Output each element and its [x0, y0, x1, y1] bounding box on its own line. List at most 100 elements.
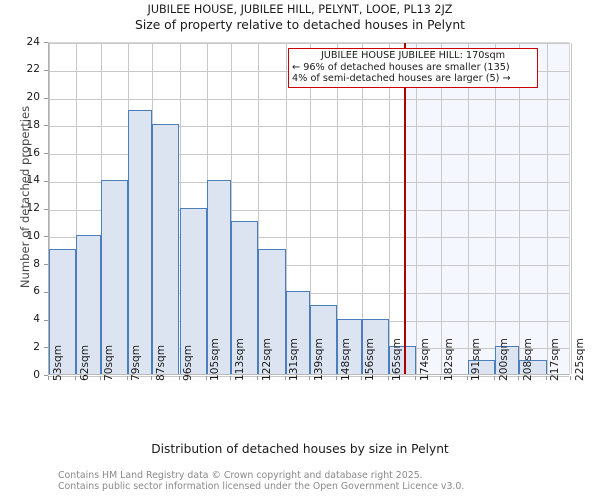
histogram-bar: [519, 360, 547, 374]
x-axis-tick-label: 53sqm: [51, 344, 64, 381]
x-axis-tick-label: 217sqm: [549, 338, 562, 381]
y-axis-tick-label: 22: [26, 63, 40, 76]
y-axis-tick-label: 14: [26, 174, 40, 187]
gridline-horizontal: [49, 181, 569, 183]
y-axis-tick-mark: [44, 236, 48, 238]
property-annotation-callout: JUBILEE HOUSE JUBILEE HILL: 170sqm ← 96%…: [288, 48, 538, 88]
gridline-vertical: [416, 43, 418, 374]
histogram-bar: [495, 346, 520, 374]
y-axis-tick-mark: [44, 264, 48, 265]
x-axis-tick-mark: [48, 376, 49, 380]
x-axis-title: Distribution of detached houses by size …: [151, 442, 449, 456]
gridline-horizontal: [49, 237, 569, 239]
x-axis-tick-mark: [230, 376, 232, 380]
y-axis-tick-label: 20: [26, 91, 40, 103]
gridline-horizontal: [49, 154, 569, 155]
x-axis-tick-mark: [415, 376, 417, 380]
annotation-larger-line: 4% of semi-detached houses are larger (5…: [292, 73, 511, 85]
x-axis-tick-mark: [570, 376, 571, 380]
x-axis-tick-mark: [151, 376, 153, 380]
footer-line-1: Contains HM Land Registry data © Crown c…: [58, 470, 423, 481]
y-axis-tick-label: 24: [26, 35, 40, 48]
y-axis-tick-mark: [44, 180, 48, 182]
x-axis-tick-mark: [99, 376, 101, 380]
histogram-bar: [100, 179, 128, 374]
x-axis-tick-label: 70sqm: [103, 344, 116, 381]
gridline-vertical: [519, 43, 521, 374]
x-axis-tick-label: 139sqm: [312, 338, 325, 381]
gridline-vertical: [76, 43, 78, 374]
gridline-horizontal: [49, 43, 569, 44]
y-axis-tick-label: 4: [33, 313, 40, 325]
x-axis-tick-label: 200sqm: [497, 338, 510, 381]
x-axis-tick-label: 148sqm: [339, 338, 352, 381]
x-axis-tick-label: 96sqm: [182, 344, 194, 381]
histogram-bar: [76, 235, 101, 374]
x-axis-tick-label: 208sqm: [521, 338, 534, 381]
x-axis-tick-mark: [545, 376, 547, 380]
gridline-vertical: [361, 43, 363, 374]
gridline-vertical: [467, 43, 469, 374]
x-axis-tick-mark: [494, 376, 496, 380]
y-axis-tick-mark: [44, 319, 48, 321]
gridline-vertical: [546, 43, 548, 374]
gridline-vertical: [571, 43, 572, 374]
x-axis-tick-mark: [75, 376, 77, 380]
y-axis-tick-label: 12: [26, 202, 40, 214]
larger-than-property-shading: [404, 43, 569, 374]
x-axis-tick-mark: [336, 376, 338, 380]
histogram-bar: [258, 249, 286, 374]
x-axis-tick-label: 113sqm: [233, 338, 246, 381]
y-axis-tick-label: 6: [33, 285, 40, 298]
x-axis-tick-mark: [205, 376, 207, 380]
gridline-vertical: [310, 43, 311, 374]
x-axis-tick-label: 182sqm: [443, 338, 455, 381]
x-axis-tick-mark: [439, 376, 441, 380]
plot-inner: [49, 43, 572, 377]
x-axis-tick-mark: [126, 376, 128, 380]
gridline-vertical: [258, 43, 260, 374]
x-axis-tick-label: 156sqm: [364, 338, 377, 381]
y-axis-tick-mark: [44, 97, 48, 99]
y-axis-tick-mark: [44, 42, 48, 43]
x-axis-tick-label: 174sqm: [418, 338, 431, 381]
histogram-bar: [179, 207, 207, 374]
y-axis-tick-mark: [44, 375, 48, 376]
histogram-bar: [49, 249, 77, 374]
plot-area: [48, 42, 572, 377]
x-axis-tick-label: 122sqm: [260, 338, 273, 381]
x-axis-tick-mark: [284, 376, 286, 380]
gridline-vertical: [495, 43, 497, 374]
y-axis-tick-label: 16: [26, 146, 40, 159]
gridline-vertical: [440, 43, 442, 374]
y-axis-tick-mark: [44, 153, 48, 154]
y-axis-tick-label: 10: [26, 229, 40, 242]
property-size-marker-line: [404, 43, 406, 374]
y-axis-tick-mark: [44, 291, 48, 293]
gridline-vertical: [49, 43, 50, 374]
chart-title-address: JUBILEE HOUSE, JUBILEE HILL, PELYNT, LOO…: [147, 3, 453, 16]
histogram-bar: [310, 304, 338, 374]
y-axis-title: Number of detached properties: [18, 105, 32, 289]
x-axis-tick-mark: [360, 376, 362, 380]
y-axis-tick-mark: [44, 347, 48, 349]
footer-line-2: Contains public sector information licen…: [58, 481, 465, 492]
x-axis-tick-label: 79sqm: [130, 344, 143, 381]
x-axis-tick-mark: [257, 376, 259, 380]
y-axis-tick-label: 8: [33, 257, 40, 270]
gridline-horizontal: [49, 126, 569, 128]
y-axis-tick-mark: [44, 69, 48, 71]
gridline-horizontal: [49, 209, 569, 211]
histogram-bar: [206, 179, 232, 374]
histogram-bar: [467, 360, 496, 374]
x-axis-tick-label: 225sqm: [573, 338, 586, 381]
x-axis-tick-label: 131sqm: [288, 338, 301, 381]
x-axis-tick-label: 165sqm: [391, 338, 404, 381]
x-axis-tick-label: 62sqm: [78, 344, 91, 381]
x-axis-tick-mark: [518, 376, 520, 380]
histogram-bar: [361, 318, 389, 374]
gridline-vertical: [231, 43, 233, 374]
y-axis-tick-mark: [44, 208, 48, 210]
annotation-smaller-line: ← 96% of detached houses are smaller (13…: [292, 61, 510, 73]
x-axis-tick-mark: [387, 376, 389, 380]
